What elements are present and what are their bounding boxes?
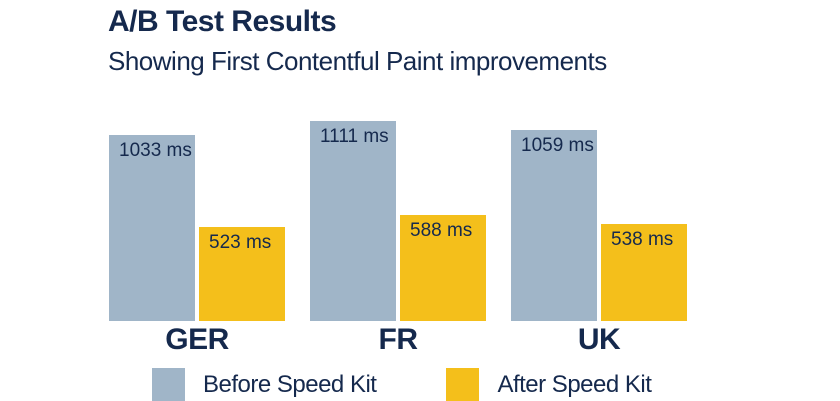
plot-area: 1033 ms 523 ms GER 1111 ms 588 ms FR 1059 ms 53… xyxy=(109,0,687,356)
after-bar-fr: 588 ms xyxy=(400,215,486,321)
legend-label-before: Before Speed Kit xyxy=(203,370,377,398)
bar-group-ger: 1033 ms 523 ms GER xyxy=(109,135,285,356)
after-value-label-uk: 538 ms xyxy=(611,229,674,250)
before-bar-ger: 1033 ms xyxy=(109,135,195,321)
legend-label-after: After Speed Kit xyxy=(497,370,652,398)
legend: Before Speed Kit After Speed Kit xyxy=(152,368,652,401)
before-bar-uk: 1059 ms xyxy=(511,130,597,321)
before-bar-fr: 1111 ms xyxy=(310,121,396,321)
category-label-ger: GER xyxy=(165,323,229,356)
after-speed-kit-swatch xyxy=(446,368,480,401)
after-bar-uk: 538 ms xyxy=(601,224,687,321)
bar-group-uk: 1059 ms 538 ms UK xyxy=(511,130,687,356)
chart-header: A/B Test Results Showing First Contentfu… xyxy=(108,5,607,77)
legend-item-before: Before Speed Kit xyxy=(152,368,377,401)
after-bar-ger: 523 ms xyxy=(199,227,285,321)
category-label-uk: UK xyxy=(577,323,621,356)
category-label-fr: FR xyxy=(378,323,419,356)
bar-group-fr: 1111 ms 588 ms FR xyxy=(310,121,486,356)
before-value-label-ger: 1033 ms xyxy=(119,140,192,161)
chart-subtitle: Showing First Contentful Paint improveme… xyxy=(108,46,607,76)
before-value-label-fr: 1111 ms xyxy=(320,126,389,147)
after-value-label-fr: 588 ms xyxy=(410,220,473,241)
before-value-label-uk: 1059 ms xyxy=(521,135,594,156)
chart-title: A/B Test Results xyxy=(108,5,337,38)
legend-item-after: After Speed Kit xyxy=(446,368,652,401)
after-value-label-ger: 523 ms xyxy=(209,232,272,253)
before-speed-kit-swatch xyxy=(152,368,185,401)
